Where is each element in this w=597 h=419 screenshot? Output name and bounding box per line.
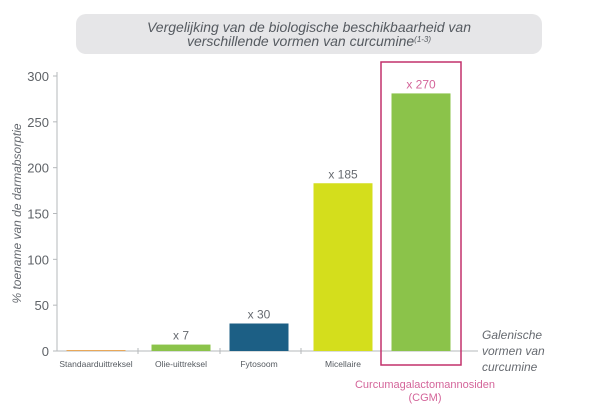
bar [391, 93, 451, 352]
y-axis-title: % toename van de darmabsorptie [10, 123, 24, 303]
y-tick-label: 50 [35, 298, 49, 313]
category-label: Standaarduittreksel [59, 359, 132, 369]
x-axis-label: Galenische vormen van curcumine [482, 327, 578, 375]
chart-title-superscript: (1-3) [414, 35, 432, 44]
y-tick-label: 300 [27, 69, 49, 84]
highlight-caption-line1: Curcumagalactomannosiden [354, 379, 496, 391]
data-label: x 270 [406, 77, 436, 91]
category-label: Olie-uittreksel [155, 359, 207, 369]
y-tick-label: 0 [42, 344, 49, 359]
category-label: Micellaire [325, 359, 361, 369]
bar [229, 323, 289, 351]
chart-title-line2: verschillende vormen van curcumine [186, 33, 415, 49]
data-label: x 30 [248, 308, 271, 322]
chart-title-line1: Vergelijking van de biologische beschikb… [146, 19, 472, 35]
y-tick-label: 250 [27, 115, 49, 130]
highlight-frame [380, 61, 462, 366]
bar [313, 183, 373, 351]
bar [151, 344, 211, 351]
highlight-caption: Curcumagalactomannosiden (CGM) [330, 379, 520, 405]
y-tick-label: 100 [27, 252, 49, 267]
bar [66, 350, 126, 351]
x-axis-label-line3: curcumine [482, 360, 538, 374]
category-label: Fytosoom [240, 359, 277, 369]
x-axis-label-line1: Galenische [482, 328, 543, 342]
highlight-caption-line2: (CGM) [408, 392, 442, 404]
x-axis-label-line2: vormen van [482, 344, 545, 358]
chart-title-box: Vergelijking van de biologische beschikb… [76, 14, 542, 54]
y-tick-label: 150 [27, 207, 49, 222]
data-label: x 7 [173, 329, 189, 343]
chart-title: Vergelijking van de biologische beschikb… [76, 20, 542, 48]
y-tick-label: 200 [27, 161, 49, 176]
data-label: x 185 [328, 167, 358, 181]
